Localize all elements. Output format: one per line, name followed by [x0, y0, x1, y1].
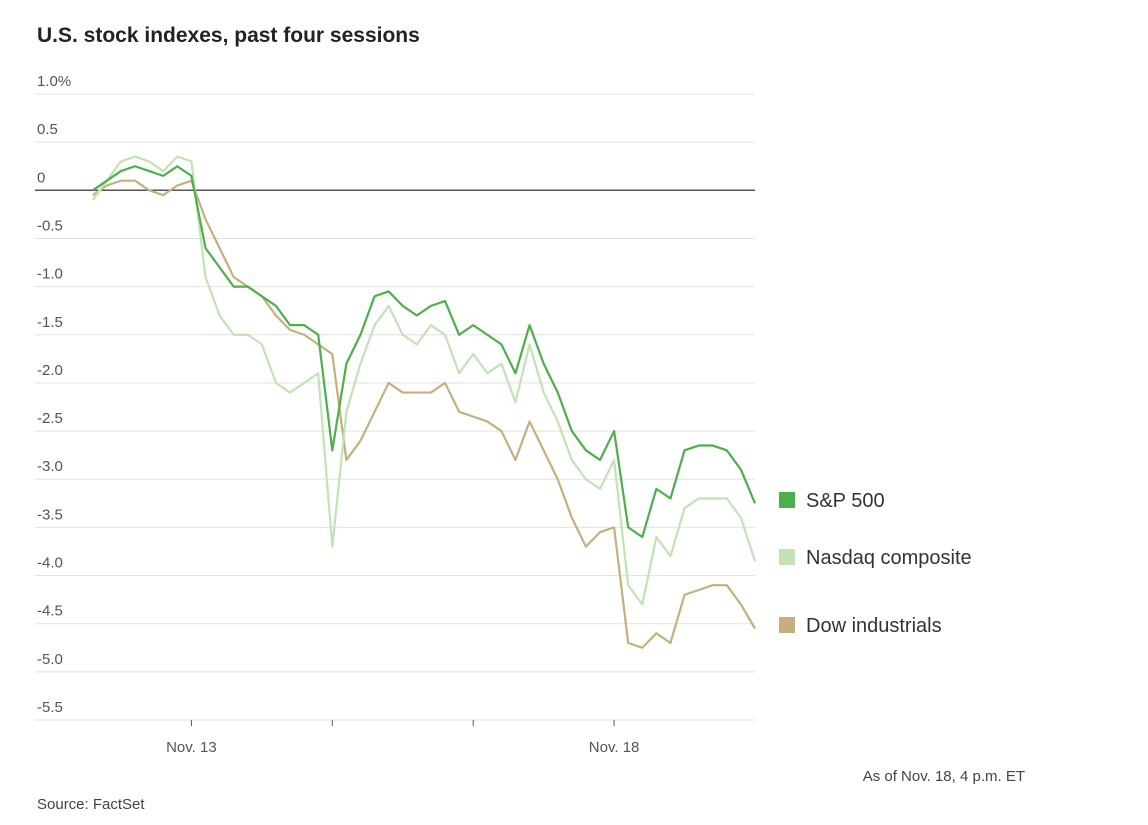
series-line [92, 165, 757, 539]
legend-label: S&P 500 [806, 490, 885, 512]
x-tick-label: Nov. 18 [589, 739, 640, 756]
series-line [91, 155, 757, 606]
legend-swatch [779, 549, 795, 565]
y-tick-label: -3.5 [37, 506, 63, 523]
y-tick-label: -2.0 [37, 362, 63, 379]
x-tick-label: Nov. 13 [166, 739, 217, 756]
y-tick-label: -5.5 [37, 699, 63, 716]
y-tick-label: -4.5 [37, 603, 63, 620]
y-tick-label: -0.5 [37, 217, 63, 234]
chart-title: U.S. stock indexes, past four sessions [37, 24, 420, 47]
y-tick-label: -3.0 [37, 458, 63, 475]
legend-swatch [779, 492, 795, 508]
y-tick-label: 1.0% [37, 73, 71, 90]
y-tick-label: -1.5 [37, 314, 63, 331]
legend-swatch [779, 617, 795, 633]
note: As of Nov. 18, 4 p.m. ET [863, 768, 1025, 785]
legend-label: Dow industrials [806, 615, 942, 637]
series-line [92, 179, 756, 649]
y-tick-label: -2.5 [37, 410, 63, 427]
y-tick-label: 0 [37, 169, 45, 186]
y-tick-label: -1.0 [37, 266, 63, 283]
y-tick-label: -4.0 [37, 555, 63, 572]
y-tick-label: 0.5 [37, 121, 58, 138]
y-tick-label: -5.0 [37, 651, 63, 668]
legend-label: Nasdaq composite [806, 547, 972, 569]
source: Source: FactSet [37, 796, 145, 813]
